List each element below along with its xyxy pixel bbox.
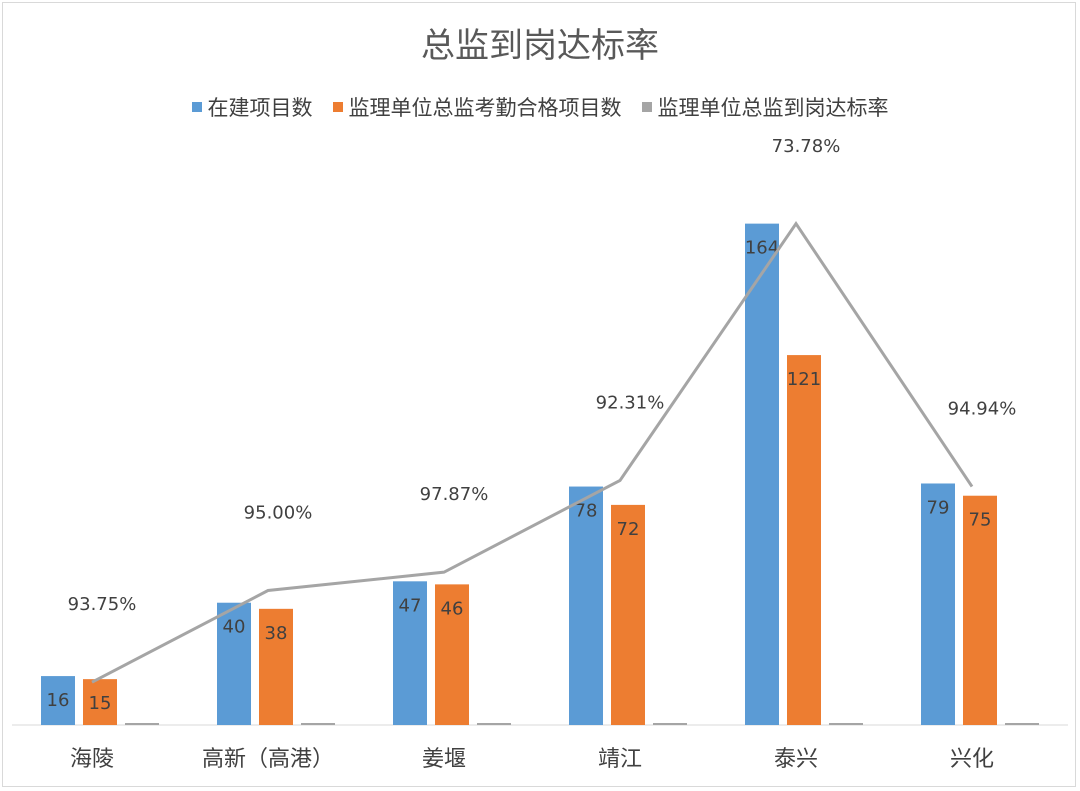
bar-attendance — [259, 608, 293, 725]
data-label-attendance: 38 — [265, 623, 288, 644]
bar-attendance — [787, 355, 821, 725]
chart-title: 总监到岗达标率 — [421, 26, 659, 66]
rate-data-label: 97.87% — [420, 484, 489, 505]
data-label-projects: 47 — [399, 595, 422, 616]
legend-swatch-rate — [641, 102, 652, 112]
bar-projects — [745, 223, 779, 725]
data-label-attendance: 46 — [441, 598, 464, 619]
bar-rate — [653, 723, 687, 725]
rate-data-label: 94.94% — [948, 399, 1017, 420]
bar-projects — [41, 676, 75, 725]
rate-data-label: 93.75% — [68, 594, 137, 615]
rate-line — [91, 220, 974, 684]
legend: 在建项目数 监理单位总监考勤合格项目数 监理单位总监到岗达标率 — [0, 92, 1080, 122]
bar-attendance — [963, 495, 997, 725]
bar-rate — [1005, 723, 1039, 725]
x-tick-label: 兴化 — [950, 747, 994, 772]
x-tick-label: 海陵 — [70, 747, 114, 772]
rate-data-label: 95.00% — [244, 502, 313, 523]
x-tick-label: 高新（高港） — [202, 747, 334, 772]
data-label-projects: 164 — [745, 238, 779, 259]
legend-item-rate: 监理单位总监到岗达标率 — [641, 92, 889, 122]
data-label-attendance: 121 — [787, 369, 821, 390]
bar-projects — [569, 486, 603, 725]
legend-item-projects: 在建项目数 — [191, 92, 313, 122]
bar-attendance — [435, 584, 469, 725]
bar-rate — [829, 723, 863, 725]
data-label-attendance: 72 — [617, 519, 640, 540]
bar-projects — [217, 602, 251, 725]
legend-label-projects: 在建项目数 — [207, 96, 313, 120]
data-label-attendance: 75 — [969, 510, 992, 531]
data-label-projects: 16 — [47, 690, 70, 711]
rate-data-label: 73.78% — [772, 136, 841, 157]
x-tick-label: 靖江 — [598, 747, 642, 772]
bar-projects — [393, 581, 427, 725]
legend-swatch-projects — [191, 102, 202, 112]
bar-attendance — [611, 504, 645, 725]
data-label-attendance: 15 — [89, 693, 112, 714]
data-label-projects: 78 — [575, 501, 598, 522]
x-tick-label: 姜堰 — [422, 747, 466, 772]
rate-data-label: 92.31% — [596, 392, 665, 413]
data-label-projects: 40 — [223, 617, 246, 638]
legend-label-attendance: 监理单位总监考勤合格项目数 — [348, 96, 622, 120]
bar-attendance — [83, 679, 117, 725]
bar-rate — [125, 723, 159, 725]
legend-swatch-attendance — [332, 102, 343, 112]
legend-label-rate: 监理单位总监到岗达标率 — [657, 96, 889, 120]
x-tick-label: 泰兴 — [774, 747, 818, 772]
bar-rate — [301, 723, 335, 725]
bar-rate — [477, 723, 511, 725]
data-label-projects: 79 — [927, 497, 950, 518]
legend-item-attendance: 监理单位总监考勤合格项目数 — [332, 92, 622, 122]
bar-projects — [921, 483, 955, 725]
